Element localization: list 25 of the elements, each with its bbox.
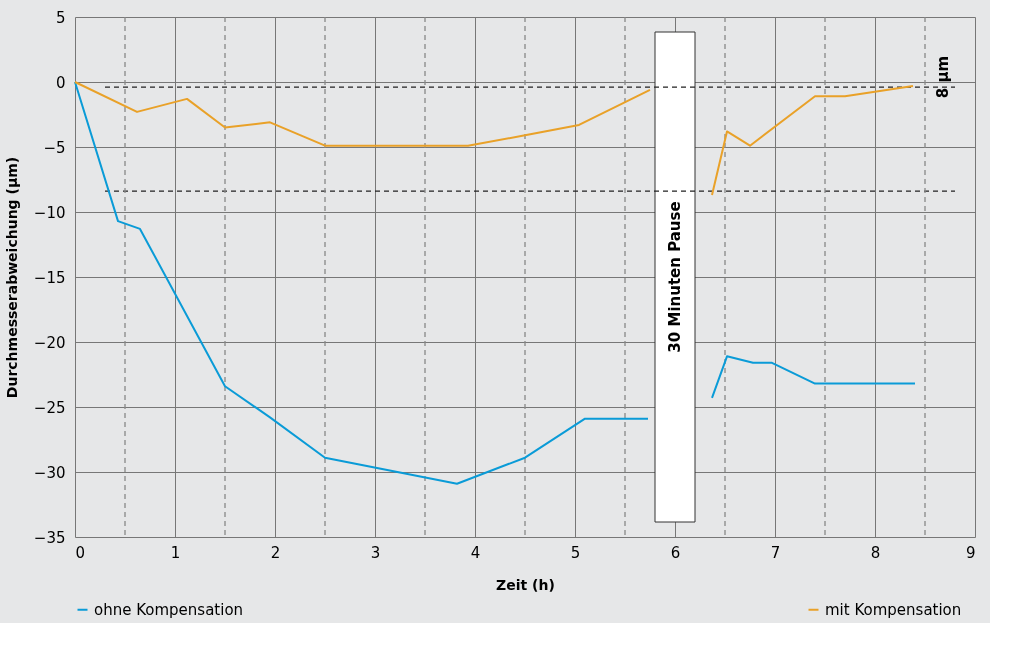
y-tick-label: −35 bbox=[33, 528, 66, 547]
x-tick-label: 4 bbox=[470, 543, 481, 562]
x-tick-label: 1 bbox=[170, 543, 181, 562]
x-tick-label: 9 bbox=[965, 543, 976, 562]
legend-label: mit Kompensation bbox=[825, 600, 962, 619]
x-tick-label: 0 bbox=[75, 543, 86, 562]
y-tick-label: −20 bbox=[33, 333, 66, 352]
y-tick-label: 0 bbox=[55, 73, 66, 92]
x-tick-label: 3 bbox=[370, 543, 381, 562]
x-tick-label: 8 bbox=[870, 543, 881, 562]
y-tick-label: −25 bbox=[33, 398, 66, 417]
y-tick-label: 5 bbox=[55, 8, 66, 27]
y-tick-label: −30 bbox=[33, 463, 66, 482]
y-tick-label: −5 bbox=[43, 138, 66, 157]
legend-label: ohne Kompensation bbox=[94, 600, 244, 619]
x-axis-title: Zeit (h) bbox=[496, 576, 555, 593]
y-axis-title: Durchmesserabweichung (µm) bbox=[3, 156, 20, 399]
y-tick-label: −15 bbox=[33, 268, 66, 287]
band-label: 30 Minuten Pause bbox=[666, 201, 684, 353]
x-tick-label: 2 bbox=[270, 543, 281, 562]
x-tick-label: 7 bbox=[770, 543, 781, 562]
y-tick-label: −10 bbox=[33, 203, 66, 222]
x-tick-label: 6 bbox=[670, 543, 681, 562]
annotation: 8 µm bbox=[934, 55, 952, 99]
x-tick-label: 5 bbox=[570, 543, 581, 562]
